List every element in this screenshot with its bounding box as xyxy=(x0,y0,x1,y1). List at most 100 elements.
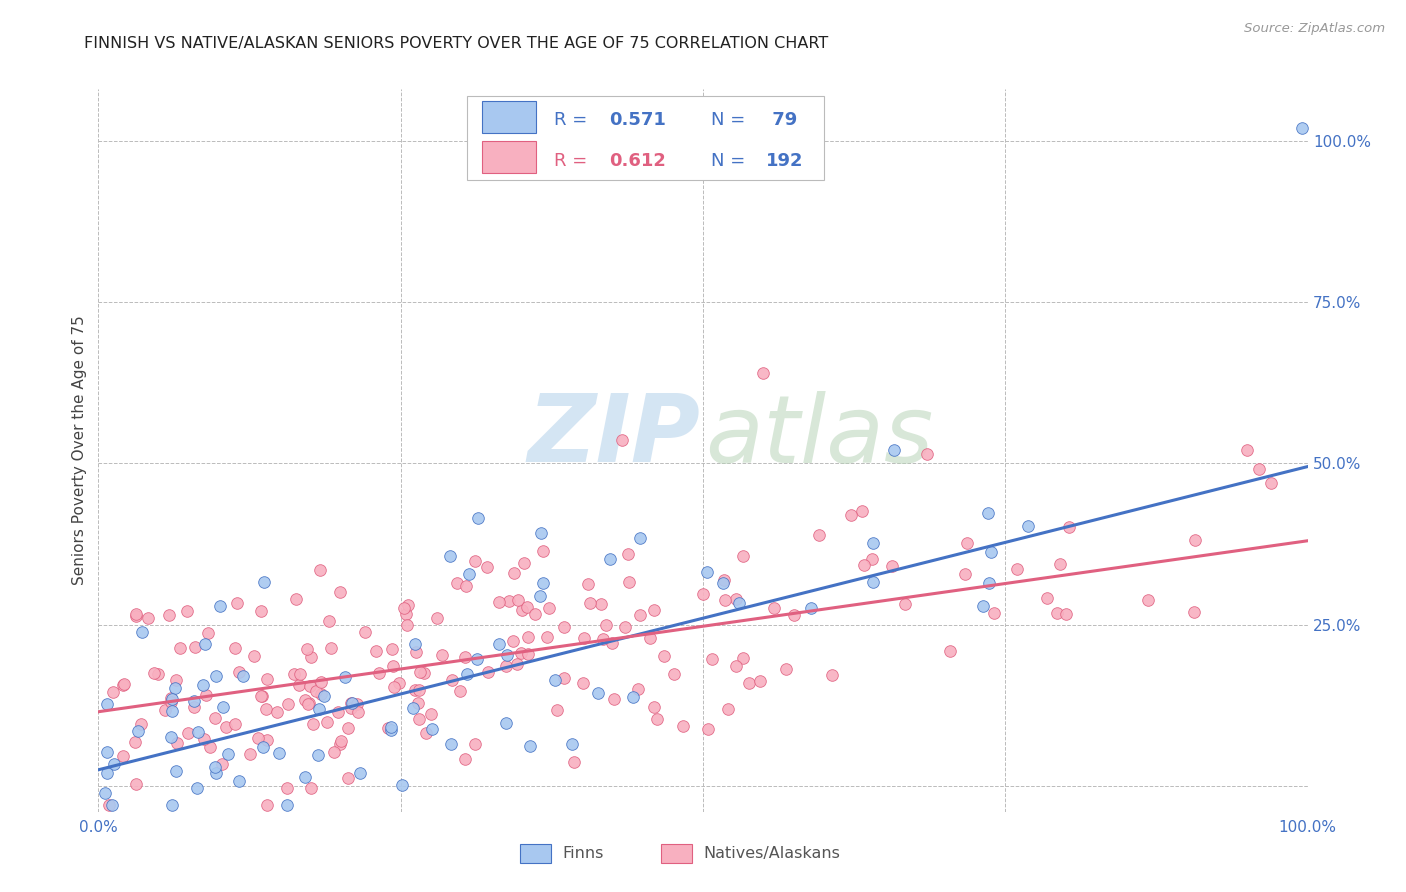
Bar xyxy=(520,844,551,863)
Point xyxy=(599,552,621,566)
Point xyxy=(733,549,755,564)
Point xyxy=(1182,605,1205,619)
Point xyxy=(299,781,322,796)
Point xyxy=(215,720,238,734)
Point xyxy=(627,681,650,696)
Point xyxy=(454,649,477,664)
Point xyxy=(160,691,183,706)
Point xyxy=(628,531,651,545)
Point xyxy=(458,566,481,581)
Point xyxy=(553,620,575,634)
Point xyxy=(519,739,541,754)
Point xyxy=(672,719,695,733)
Point xyxy=(288,678,311,692)
Point xyxy=(288,667,311,681)
Point xyxy=(162,798,184,813)
Point xyxy=(312,689,335,703)
Point xyxy=(96,745,118,759)
Point xyxy=(177,726,200,740)
Point xyxy=(103,756,125,771)
Point xyxy=(702,651,724,665)
Point xyxy=(477,560,499,574)
Point xyxy=(1057,520,1080,534)
Point xyxy=(232,669,254,683)
Point xyxy=(354,624,377,639)
Point xyxy=(464,737,486,751)
Point xyxy=(980,545,1002,559)
Point xyxy=(592,632,614,647)
Point xyxy=(711,575,734,590)
Point xyxy=(783,608,806,623)
Point xyxy=(553,671,575,685)
Point xyxy=(125,607,148,621)
Point xyxy=(311,687,333,701)
Point xyxy=(208,599,231,613)
Point xyxy=(561,737,583,751)
Point xyxy=(576,576,599,591)
Point xyxy=(165,673,187,688)
Point xyxy=(404,637,426,651)
Point xyxy=(572,675,595,690)
Point xyxy=(1036,591,1059,606)
Point xyxy=(101,798,124,813)
Point xyxy=(256,798,278,813)
Point xyxy=(454,752,477,766)
Point xyxy=(645,712,668,726)
Point xyxy=(186,780,208,795)
Point xyxy=(733,650,755,665)
Point xyxy=(111,748,134,763)
Point xyxy=(256,672,278,686)
Point xyxy=(129,717,152,731)
Point xyxy=(725,658,748,673)
Point xyxy=(956,536,979,550)
Point xyxy=(297,642,319,657)
Point xyxy=(420,707,443,722)
Point xyxy=(162,704,184,718)
Point xyxy=(440,673,463,687)
Point xyxy=(412,666,434,681)
Point xyxy=(533,576,555,591)
Point xyxy=(595,617,617,632)
Text: 79: 79 xyxy=(766,111,797,128)
Point xyxy=(692,587,714,601)
Text: 0.571: 0.571 xyxy=(609,111,665,128)
Text: N =: N = xyxy=(711,153,751,170)
Point xyxy=(531,543,554,558)
Point xyxy=(224,640,246,655)
Point xyxy=(337,721,360,735)
Point xyxy=(319,640,342,655)
Text: Natives/Alaskans: Natives/Alaskans xyxy=(703,847,839,861)
FancyBboxPatch shape xyxy=(467,96,824,179)
Point xyxy=(124,735,146,749)
Point xyxy=(366,644,388,658)
Point xyxy=(322,745,344,759)
Point xyxy=(1236,443,1258,458)
Point xyxy=(619,574,641,589)
Point xyxy=(211,700,233,714)
Point xyxy=(228,773,250,788)
Point xyxy=(512,603,534,617)
Point xyxy=(983,606,1005,620)
Point xyxy=(506,657,529,671)
Point xyxy=(254,702,277,716)
Point xyxy=(464,554,486,568)
Point xyxy=(449,684,471,698)
Point xyxy=(544,673,567,688)
Point xyxy=(395,617,418,632)
Point xyxy=(284,591,307,606)
Text: R =: R = xyxy=(554,111,593,128)
Point xyxy=(160,731,183,745)
Point xyxy=(467,511,489,525)
Point xyxy=(395,607,418,621)
Point xyxy=(738,676,761,690)
Point xyxy=(1054,607,1077,621)
Point xyxy=(643,699,665,714)
Point xyxy=(591,598,613,612)
Point xyxy=(716,701,738,715)
Point xyxy=(432,648,454,663)
Point xyxy=(160,690,183,705)
Point xyxy=(193,677,215,691)
Point xyxy=(502,634,524,648)
Point xyxy=(127,723,149,738)
Point xyxy=(612,433,634,447)
